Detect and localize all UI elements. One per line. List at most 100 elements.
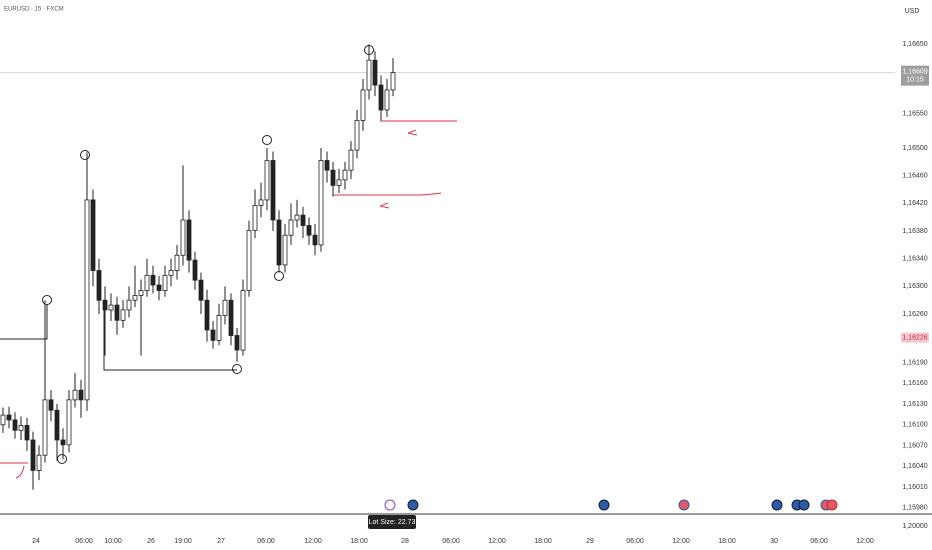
event-icon <box>678 499 690 511</box>
candle-body <box>204 299 210 331</box>
x-tick-label: 06:00 <box>257 538 275 545</box>
candle-body <box>72 389 78 401</box>
event-icon <box>407 499 419 511</box>
x-tick-label: 18:00 <box>718 538 736 545</box>
y-tick-label: 1,16160 <box>902 380 927 387</box>
candle-body <box>138 290 144 296</box>
candle-body <box>174 254 180 271</box>
candle-body <box>114 304 120 321</box>
candle-body <box>336 179 342 186</box>
y-tick-label: 1,16260 <box>902 311 927 318</box>
candle-body <box>282 234 288 266</box>
y-tick-label: 1,16070 <box>902 442 927 449</box>
y-tick-label: 1,16650 <box>902 41 927 48</box>
x-tick-label: 28 <box>401 538 409 545</box>
candle-body <box>24 425 30 441</box>
annotations <box>0 45 374 464</box>
candle-body <box>84 199 90 401</box>
event-icon <box>771 499 783 511</box>
candle-body <box>378 84 384 111</box>
x-tick-label: 12:00 <box>488 538 506 545</box>
last-price-box <box>901 65 929 86</box>
candle-body <box>366 59 372 91</box>
candle-body <box>246 229 252 291</box>
candle-body <box>324 160 330 171</box>
tooltip: Lot Size: 22.73 <box>369 519 416 526</box>
y-tick-label: 1,16460 <box>902 173 927 180</box>
candle-body <box>96 270 102 301</box>
currency-label: USD <box>905 8 920 15</box>
candle-body <box>258 199 264 206</box>
x-tick-label: 10:00 <box>104 538 122 545</box>
y-tick-label: 1,16040 <box>902 463 927 470</box>
tooltip-box <box>368 515 416 529</box>
alert-price-label: 1,16226 <box>902 334 927 341</box>
red-mark <box>379 202 390 209</box>
candle-body <box>48 399 54 411</box>
candle-body <box>0 414 6 426</box>
candle-body <box>144 274 150 291</box>
candle-body <box>222 299 228 316</box>
candle-body <box>192 259 198 281</box>
y-tick-label: 1,16010 <box>902 484 927 491</box>
y-tick-label: 1,15980 <box>902 505 927 512</box>
candle-body <box>330 169 336 186</box>
candle-body <box>42 399 48 456</box>
candle-body <box>180 219 186 256</box>
candle-body <box>18 425 24 431</box>
y-tick-label: 1,16380 <box>902 228 927 235</box>
x-tick-label: 06:00 <box>75 538 93 545</box>
x-tick-label: 27 <box>217 538 225 545</box>
candle-body <box>234 335 240 351</box>
swing-marker <box>42 295 52 305</box>
candle-body <box>210 329 216 341</box>
x-tick-label: 12:00 <box>856 538 874 545</box>
candle-body <box>390 72 396 91</box>
candle-body <box>306 225 312 236</box>
candle-body <box>228 299 234 336</box>
candle-body <box>240 290 246 351</box>
x-tick-label: 30 <box>770 538 778 545</box>
y-tick-label: 1,16550 <box>902 110 927 117</box>
alert-price-box <box>901 332 929 343</box>
y-tick-label: 1,16130 <box>902 401 927 408</box>
countdown-label: 10:15 <box>906 76 924 83</box>
y-tick-label: 1,16500 <box>902 145 927 152</box>
x-tick-label: 26 <box>147 538 155 545</box>
candle-body <box>354 119 360 151</box>
level-line <box>0 304 48 340</box>
x-tick-label: 24 <box>32 538 40 545</box>
x-tick-label: 06:00 <box>810 538 828 545</box>
candle-body <box>60 439 66 446</box>
candle-body <box>294 214 300 221</box>
candle-body <box>12 419 18 431</box>
candle-body <box>30 439 36 471</box>
x-tick-label: 19:00 <box>174 538 192 545</box>
last-price-label: 1,16609 <box>902 68 927 75</box>
candle-body <box>372 59 378 86</box>
candle-body <box>6 414 12 421</box>
candle-body <box>156 284 162 291</box>
candle-body <box>270 160 276 221</box>
candle-body <box>36 454 42 471</box>
candle-body <box>276 219 282 266</box>
candle-body <box>168 270 174 276</box>
candle-body <box>318 160 324 246</box>
y-tick-label: 1,16300 <box>902 283 927 290</box>
x-tick-label: 12:00 <box>672 538 690 545</box>
y-tick-label: 1,16100 <box>902 422 927 429</box>
candle-body <box>54 409 60 441</box>
candle-body <box>90 199 96 271</box>
candle-body <box>300 214 306 226</box>
swing-marker <box>232 364 242 374</box>
red-level <box>333 192 442 196</box>
red-annotations <box>0 120 457 479</box>
candle-body <box>102 299 108 311</box>
x-tick-label: 29 <box>586 538 594 545</box>
swing-marker <box>57 454 67 464</box>
candle-body <box>384 89 390 111</box>
candle-body <box>132 294 138 301</box>
red-mark <box>15 465 25 479</box>
x-tick-label: 18:00 <box>534 538 552 545</box>
